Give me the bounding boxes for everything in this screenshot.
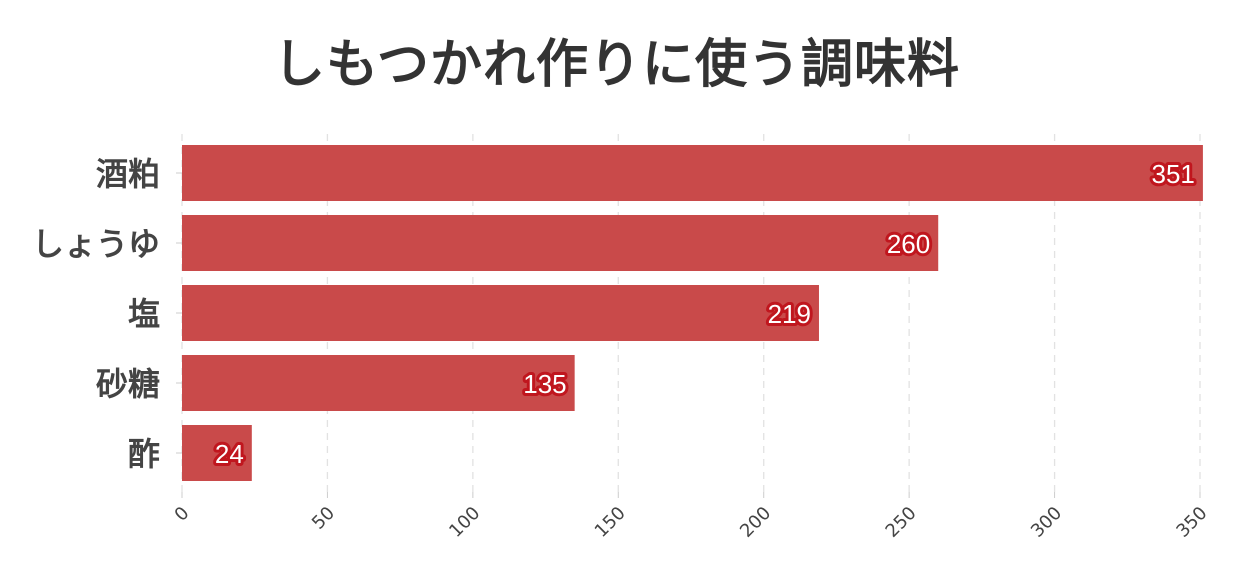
x-tick-label: 350 — [1172, 503, 1211, 542]
bar — [182, 145, 1203, 201]
x-tick-label: 200 — [736, 503, 775, 542]
bar — [182, 285, 819, 341]
bar-value-label: 24 — [215, 439, 244, 469]
category-label: 砂糖 — [96, 365, 160, 403]
bar-value-label: 135 — [523, 369, 566, 399]
bar-value-label: 260 — [887, 229, 930, 259]
bar — [182, 355, 575, 411]
x-tick-label: 150 — [591, 503, 630, 542]
category-label: しょうゆ — [32, 225, 160, 263]
category-label: 塩 — [128, 295, 160, 333]
bar-value-label-halo: 219 — [768, 299, 811, 329]
category-label: 酢 — [128, 435, 160, 473]
chart-title: しもつかれ作りに使う調味料 — [273, 35, 960, 95]
bar — [182, 215, 939, 271]
bar-value-label-halo: 135 — [523, 369, 566, 399]
bar-value-label-halo: 260 — [887, 229, 930, 259]
x-tick-label: 100 — [445, 503, 484, 542]
x-tick-label: 50 — [308, 503, 339, 534]
bar-value-label: 219 — [768, 299, 811, 329]
bar-value-label: 351 — [1152, 159, 1195, 189]
x-tick-label: 0 — [171, 503, 194, 526]
x-tick-label: 300 — [1027, 503, 1066, 542]
bar-value-label-halo: 24 — [215, 439, 244, 469]
bar-value-label-halo: 351 — [1152, 159, 1195, 189]
x-tick-label: 250 — [882, 503, 921, 542]
category-label: 酒粕 — [96, 155, 160, 193]
bar — [182, 425, 252, 481]
